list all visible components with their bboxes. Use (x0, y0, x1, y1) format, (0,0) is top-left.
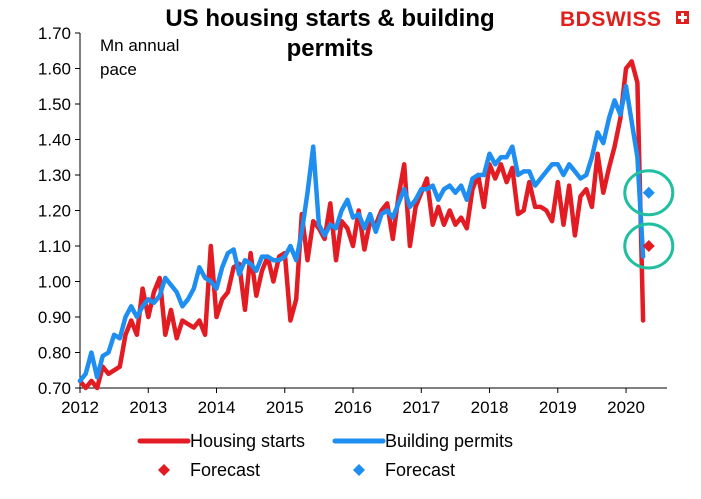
y-tick-label: 1.10 (38, 237, 71, 256)
forecast-marker (642, 240, 655, 252)
legend-label: Forecast (190, 460, 260, 480)
brand-logo: BDSWISS (560, 8, 662, 32)
y-tick-label: 0.90 (38, 308, 71, 327)
highlight-circle (623, 169, 675, 217)
y-tick-label: 1.50 (38, 95, 71, 114)
series-layer (77, 59, 675, 391)
brand-logo-part-2: SWISS (591, 8, 662, 31)
axes: 0.70 0.80 0.90 1.00 1.10 1.20 1.30 1.40 1.50 1.60… (38, 24, 667, 417)
x-tick-label: 2016 (334, 398, 372, 417)
y-tick-label: 1.40 (38, 131, 71, 150)
x-tick-label: 2019 (539, 398, 577, 417)
y-tick-label: 0.80 (38, 344, 71, 363)
forecast-marker (642, 186, 655, 199)
y-axis-unit-label: Mn annual pace (100, 36, 180, 79)
y-tick-label: 1.60 (38, 60, 71, 79)
brand-logo-part-1: BD (560, 8, 592, 31)
legend-label: Housing starts (190, 431, 305, 451)
x-tick-label: 2015 (266, 398, 304, 417)
legend-swatch (158, 464, 170, 476)
x-tick-label: 2017 (402, 398, 440, 417)
y-tick-label: 1.00 (38, 273, 71, 292)
y-tick-label: 1.20 (38, 202, 71, 221)
y-tick-label: 1.30 (38, 166, 71, 185)
x-tick-label: 2020 (607, 398, 645, 417)
x-tick-label: 2012 (61, 398, 99, 417)
series-line-housing-starts (77, 59, 646, 391)
series-line-building-permits (77, 83, 646, 384)
y-tick-label: 1.70 (38, 24, 71, 43)
x-tick-label: 2018 (471, 398, 509, 417)
y-tick-label: 0.70 (38, 379, 71, 398)
legend-swatch (353, 464, 365, 476)
legend-label: Forecast (385, 460, 455, 480)
legend-label: Building permits (385, 431, 513, 451)
chart-title: US housing starts & building permits (165, 5, 495, 62)
x-tick-label: 2013 (129, 398, 167, 417)
highlight-circle (623, 222, 675, 270)
legend: Housing starts Building permits Forecast Fo… (137, 431, 513, 480)
swiss-cross-icon (676, 11, 689, 24)
x-tick-label: 2014 (198, 398, 236, 417)
